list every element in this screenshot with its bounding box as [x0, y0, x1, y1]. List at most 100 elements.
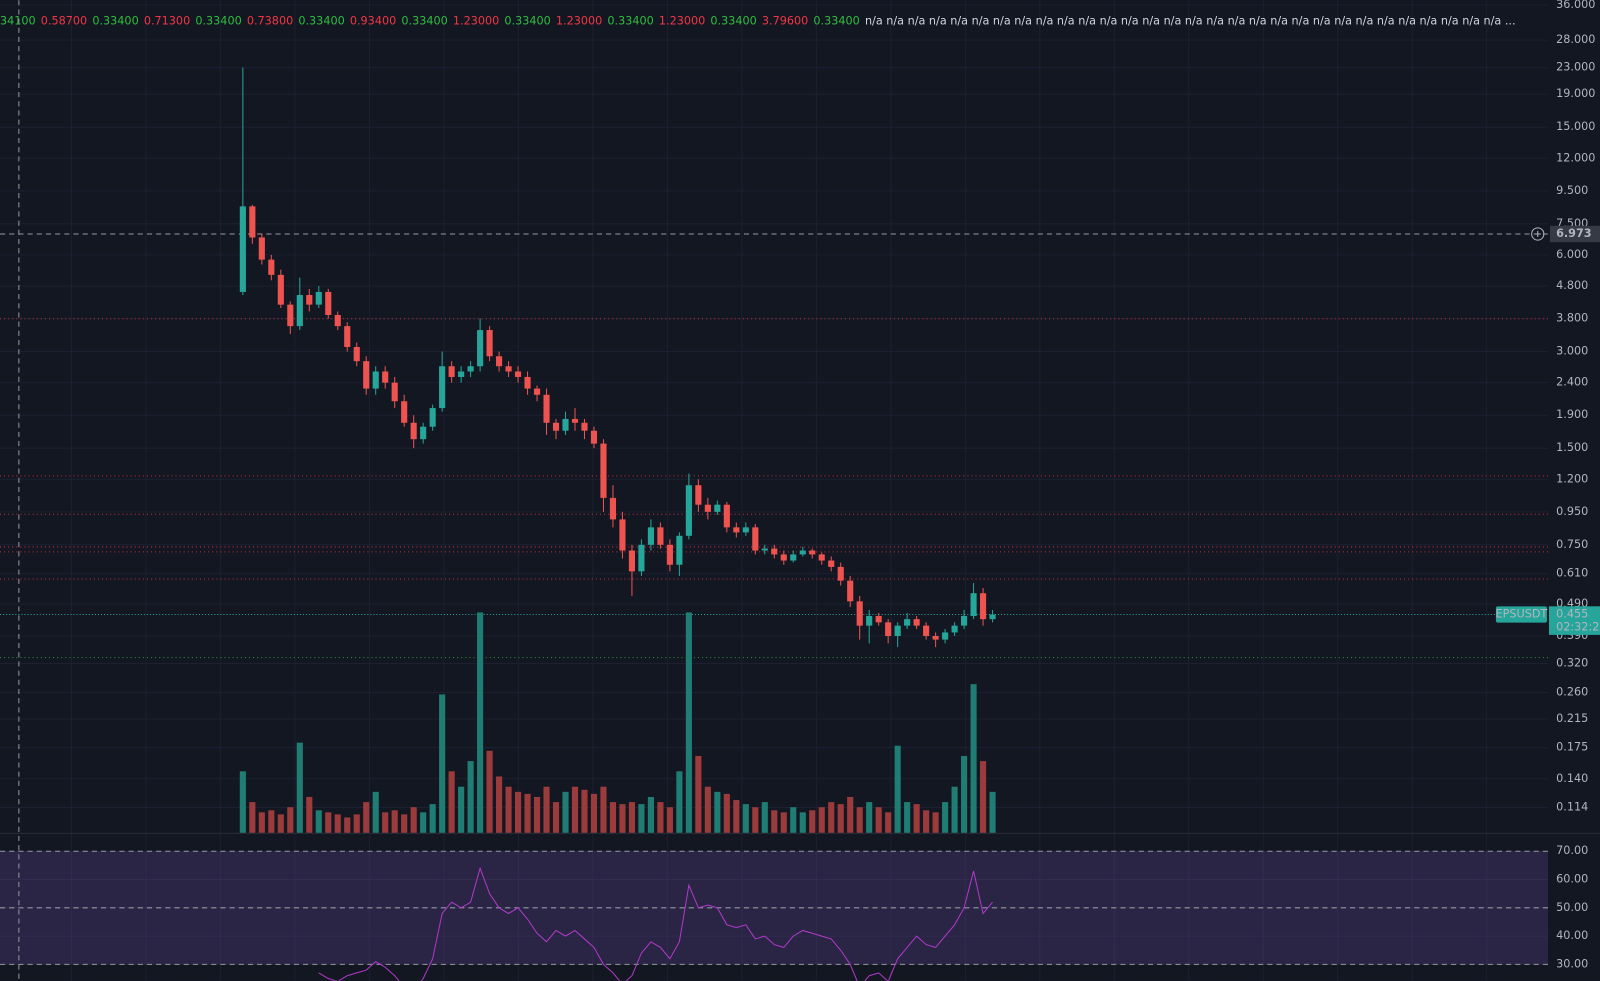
y-tick-label: 1.900 — [1556, 408, 1588, 421]
crosshair-add-icon — [1531, 227, 1545, 241]
volume-bar — [239, 771, 246, 833]
volume-bar — [942, 802, 949, 833]
volume-bar — [533, 796, 541, 833]
header-value: 34100 — [0, 15, 36, 28]
volume-bar — [875, 807, 882, 833]
y-tick-label: 19.000 — [1556, 87, 1595, 100]
candle-body — [363, 361, 370, 389]
header-legend: 34100 0.58700 0.33400 0.71300 0.33400 0.73800… — [0, 15, 1516, 28]
volume-bar — [638, 804, 645, 833]
candle-body — [515, 371, 522, 377]
price-axis: 36.000 28.000 23.000 19.000 15.000 12.000 9.50… — [1556, 0, 1595, 970]
crosshair-price: 6.973 — [1556, 227, 1592, 240]
y-tick-label: 0.175 — [1556, 741, 1588, 754]
volume-bar — [543, 786, 550, 833]
candle-body — [714, 504, 721, 512]
candle-body — [344, 326, 351, 347]
candle-body — [752, 527, 759, 551]
candle-body — [904, 619, 911, 626]
volume-bar — [600, 786, 607, 833]
candle-body — [448, 366, 455, 377]
candle-body — [590, 430, 598, 444]
levels — [0, 233, 1548, 659]
volume-bar — [486, 750, 493, 833]
volume-bar — [363, 802, 370, 833]
candle-body — [856, 601, 863, 626]
volume-bar — [277, 814, 284, 833]
volume-bar — [458, 786, 465, 833]
header-value: 0.33400 — [401, 15, 447, 28]
header-value: 0.93400 — [350, 15, 396, 28]
candle-body — [533, 388, 541, 395]
candle-body — [334, 314, 341, 327]
y-tick-label: 0.215 — [1556, 712, 1588, 725]
crosshair-price-box — [1550, 225, 1600, 243]
volume-bar — [856, 807, 863, 833]
volume-bar — [628, 802, 635, 833]
candles — [239, 67, 996, 648]
y-tick-label: 28.000 — [1556, 33, 1595, 46]
rsi-tick-label: 50.00 — [1556, 901, 1588, 914]
volume-bar — [676, 771, 683, 833]
crosshair-add-plus — [1534, 230, 1541, 238]
candle-body — [239, 206, 246, 292]
candle-body — [382, 371, 389, 383]
candle-body — [600, 443, 607, 498]
candle-body — [989, 614, 996, 620]
volume-bar — [287, 807, 294, 833]
candle-body — [666, 544, 673, 565]
volume-bar — [382, 812, 389, 833]
symbol-tag-box — [1495, 606, 1547, 623]
volume — [239, 612, 996, 833]
rsi-line — [318, 866, 993, 981]
volume-bar — [885, 812, 892, 833]
candle-body — [505, 366, 512, 372]
volume-bar — [353, 814, 360, 833]
candle-body — [429, 408, 436, 427]
candle-body — [647, 527, 654, 545]
volume-bar — [761, 802, 768, 833]
y-tick-label: 6.000 — [1556, 248, 1588, 261]
candle-body — [619, 519, 626, 551]
candle-body — [410, 422, 417, 440]
candle-body — [249, 206, 256, 238]
y-tick-label: 15.000 — [1556, 120, 1595, 133]
candle-body — [913, 619, 920, 626]
volume-bar — [685, 612, 692, 833]
candle-body — [980, 593, 987, 620]
volume-bar — [258, 812, 265, 833]
volume-bar — [306, 796, 313, 833]
volume-bar — [439, 694, 446, 833]
candle-body — [942, 632, 949, 640]
volume-bar — [448, 771, 455, 833]
candle-body — [325, 291, 332, 315]
volume-bar — [809, 810, 816, 833]
volume-bar — [552, 802, 560, 833]
candle-body — [277, 274, 284, 305]
volume-bar — [970, 684, 977, 833]
candle-body — [809, 550, 816, 555]
header-value: 0.58700 — [41, 15, 87, 28]
volume-bar — [657, 802, 664, 833]
header-value: 1.23000 — [556, 15, 602, 28]
candle-body — [866, 616, 873, 626]
volume-bar — [334, 814, 341, 833]
volume-bar — [429, 804, 436, 833]
candle-body — [287, 304, 294, 327]
rsi-tick-label: 70.00 — [1556, 844, 1588, 857]
countdown: 02:32:28 — [1556, 621, 1600, 634]
candle-body — [296, 295, 303, 327]
candle-body — [932, 635, 939, 640]
candle-body — [885, 622, 892, 636]
candle-body — [771, 548, 778, 555]
candle-body — [562, 418, 569, 431]
volume-bar — [904, 802, 911, 833]
candle-body — [685, 485, 692, 536]
candle-body — [837, 566, 844, 581]
volume-bar — [571, 786, 579, 833]
candle-body — [818, 554, 825, 561]
candle-body — [695, 485, 702, 505]
candle-body — [552, 422, 560, 431]
